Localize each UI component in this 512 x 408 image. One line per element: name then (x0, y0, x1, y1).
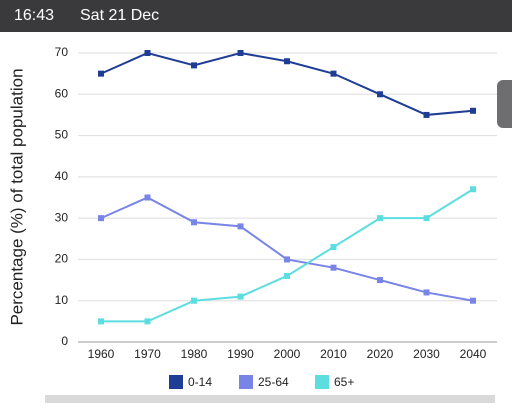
x-tick-label: 2000 (274, 347, 301, 361)
data-point (423, 289, 430, 296)
x-tick-label: 2010 (320, 347, 347, 361)
series-line (101, 188, 474, 323)
data-point (377, 215, 383, 222)
legend-swatch (315, 375, 329, 389)
data-point (377, 277, 383, 284)
status-bar (0, 0, 512, 32)
x-tick-label: 1990 (227, 347, 254, 361)
data-point (423, 111, 430, 118)
legend-label: 65+ (334, 375, 354, 389)
data-point (191, 219, 197, 226)
series-line (100, 196, 474, 302)
data-point (330, 244, 337, 251)
x-tick-label: 1980 (181, 347, 208, 361)
data-point (144, 318, 151, 325)
y-tick-label: 30 (55, 210, 69, 224)
data-point (330, 264, 337, 271)
y-tick-label: 0 (61, 334, 68, 348)
x-tick-label: 1970 (134, 347, 161, 361)
y-tick-label: 10 (55, 293, 69, 307)
data-point (98, 318, 104, 325)
data-point (98, 70, 104, 77)
data-point (284, 256, 290, 263)
data-point (284, 58, 290, 65)
data-point (470, 107, 476, 114)
status-date: Sat 21 Dec (80, 7, 159, 24)
legend-label: 25-64 (258, 375, 289, 389)
legend-label: 0-14 (188, 375, 212, 389)
y-tick-label: 40 (55, 169, 69, 183)
scrollbar[interactable] (45, 395, 495, 403)
data-point (377, 91, 383, 98)
data-point (237, 223, 244, 230)
data-point (191, 62, 197, 69)
data-point (237, 293, 244, 300)
y-tick-label: 20 (55, 252, 69, 266)
data-point (237, 50, 244, 56)
data-point (330, 70, 337, 77)
status-time: 16:43 (14, 7, 54, 24)
y-tick-label: 50 (55, 128, 69, 142)
legend-swatch (239, 375, 253, 389)
data-point (470, 297, 476, 304)
x-tick-label: 1960 (88, 347, 115, 361)
y-axis-label: Percentage (%) of total population (7, 68, 26, 325)
data-point (470, 186, 476, 193)
data-point (144, 50, 151, 56)
x-tick-label: 2020 (367, 347, 394, 361)
data-point (98, 215, 104, 222)
side-tab[interactable] (497, 80, 512, 128)
y-tick-label: 70 (55, 45, 69, 59)
data-point (284, 272, 290, 279)
x-tick-label: 2030 (413, 347, 440, 361)
x-tick-label: 2040 (460, 347, 487, 361)
legend-swatch (169, 375, 183, 389)
data-point (144, 194, 151, 201)
y-tick-label: 60 (55, 86, 69, 100)
data-point (423, 215, 430, 222)
data-point (191, 297, 197, 304)
